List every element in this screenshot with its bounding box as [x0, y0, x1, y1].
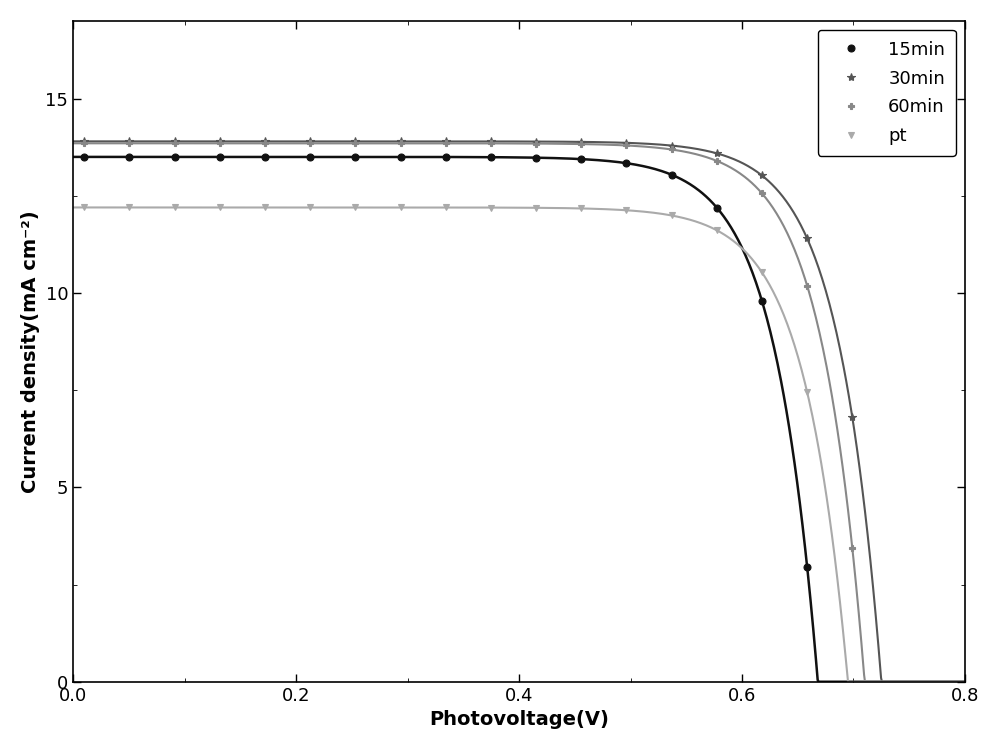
pt	[711, 226, 723, 235]
30min	[485, 137, 497, 146]
60min	[395, 139, 407, 148]
pt	[395, 203, 407, 212]
60min	[78, 139, 90, 148]
15min	[711, 203, 723, 212]
15min	[666, 170, 678, 179]
pt	[530, 203, 542, 212]
Y-axis label: Current density(mA cm⁻²): Current density(mA cm⁻²)	[21, 210, 40, 493]
15min	[259, 152, 271, 161]
pt	[349, 203, 361, 212]
pt	[440, 203, 452, 212]
pt	[801, 388, 813, 397]
30min	[666, 141, 678, 150]
60min	[756, 189, 768, 198]
15min	[575, 154, 587, 164]
30min	[123, 136, 135, 146]
pt	[259, 203, 271, 212]
Line: 15min: 15min	[81, 154, 811, 570]
pt	[666, 211, 678, 220]
60min	[575, 140, 587, 148]
15min	[169, 152, 181, 161]
60min	[846, 544, 858, 553]
15min	[349, 152, 361, 161]
Legend: 15min, 30min, 60min, pt: 15min, 30min, 60min, pt	[818, 30, 956, 156]
30min	[756, 171, 768, 180]
60min	[349, 139, 361, 148]
15min	[78, 152, 90, 161]
15min	[440, 152, 452, 161]
60min	[620, 141, 632, 150]
pt	[756, 268, 768, 277]
30min	[349, 136, 361, 146]
15min	[123, 152, 135, 161]
60min	[214, 139, 226, 148]
15min	[214, 152, 226, 161]
15min	[756, 296, 768, 305]
Line: 60min: 60min	[81, 140, 856, 552]
30min	[304, 136, 316, 146]
60min	[259, 139, 271, 148]
15min	[620, 159, 632, 168]
60min	[801, 281, 813, 290]
15min	[485, 153, 497, 162]
15min	[801, 562, 813, 572]
30min	[214, 136, 226, 146]
15min	[304, 152, 316, 161]
60min	[666, 145, 678, 154]
60min	[169, 139, 181, 148]
30min	[169, 136, 181, 146]
30min	[395, 136, 407, 146]
30min	[530, 137, 542, 146]
pt	[620, 206, 632, 214]
30min	[711, 148, 723, 158]
60min	[304, 139, 316, 148]
60min	[485, 139, 497, 148]
Line: pt: pt	[81, 204, 811, 395]
pt	[575, 204, 587, 213]
30min	[801, 234, 813, 243]
15min	[395, 152, 407, 161]
30min	[440, 137, 452, 146]
Line: 30min: 30min	[80, 137, 856, 422]
pt	[169, 203, 181, 212]
pt	[304, 203, 316, 212]
30min	[846, 413, 858, 422]
30min	[620, 138, 632, 147]
pt	[123, 203, 135, 212]
pt	[485, 203, 497, 212]
30min	[78, 136, 90, 146]
60min	[711, 157, 723, 166]
30min	[575, 137, 587, 146]
pt	[78, 203, 90, 212]
15min	[530, 153, 542, 162]
60min	[123, 139, 135, 148]
X-axis label: Photovoltage(V): Photovoltage(V)	[429, 710, 609, 729]
30min	[259, 136, 271, 146]
60min	[440, 139, 452, 148]
60min	[530, 139, 542, 148]
pt	[214, 203, 226, 212]
